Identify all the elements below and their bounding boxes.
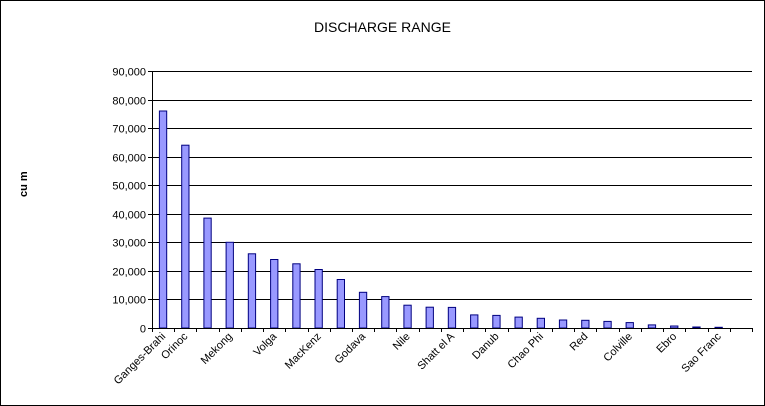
y-tick-label: 20,000 [112, 267, 146, 279]
bar [203, 217, 212, 329]
x-category-label: Nile [391, 331, 413, 353]
bar [581, 319, 590, 329]
y-tick-label: 30,000 [112, 238, 146, 250]
x-category-label: Chao Phi [506, 331, 546, 371]
bar [692, 326, 701, 329]
bar [514, 316, 523, 329]
bar [381, 296, 390, 329]
bar [714, 326, 723, 329]
grid-layer [152, 71, 752, 329]
bar [181, 144, 190, 329]
bar [358, 291, 368, 329]
y-tick-label: 10,000 [112, 295, 146, 307]
axis-layer [148, 71, 753, 332]
x-category-label: Ebro [654, 331, 679, 356]
bar [403, 304, 412, 329]
y-tick-label: 70,000 [112, 124, 146, 136]
x-category-label: Shatt el A [415, 330, 457, 372]
x-category-label: Danub [470, 331, 501, 362]
x-category-label: MacKenz [283, 331, 324, 372]
bar [647, 324, 657, 329]
y-tick-label: 90,000 [112, 67, 146, 79]
y-tick-label: 0 [140, 324, 146, 336]
y-tick-label: 80,000 [112, 96, 146, 108]
x-category-label: Godava [332, 330, 368, 366]
bar [558, 319, 568, 329]
x-category-label: Red [568, 331, 591, 354]
x-category-label: Sao Franc [679, 330, 724, 375]
bar [225, 241, 234, 329]
bar [314, 269, 323, 329]
x-category-label: Mekong [199, 331, 235, 367]
y-tick-label: 60,000 [112, 153, 146, 165]
bar [670, 325, 679, 329]
bar [158, 110, 168, 329]
bar [470, 314, 479, 329]
x-category-label: Volga [251, 330, 280, 359]
bar-layer [158, 110, 723, 329]
bar [270, 259, 279, 329]
y-tick-label: 50,000 [112, 181, 146, 193]
bar [536, 317, 546, 329]
bar [247, 253, 257, 329]
bar [336, 279, 346, 329]
bar [603, 320, 612, 329]
chart-title: DISCHARGE RANGE [314, 19, 451, 35]
y-tick-label: 40,000 [112, 210, 146, 222]
bar [447, 306, 457, 329]
x-category-label: Colville [601, 331, 635, 365]
bar [625, 322, 634, 329]
bar [292, 263, 301, 329]
x-category-label: Ganges-Brahi [112, 331, 168, 387]
bar [425, 306, 434, 329]
bar [492, 314, 501, 329]
